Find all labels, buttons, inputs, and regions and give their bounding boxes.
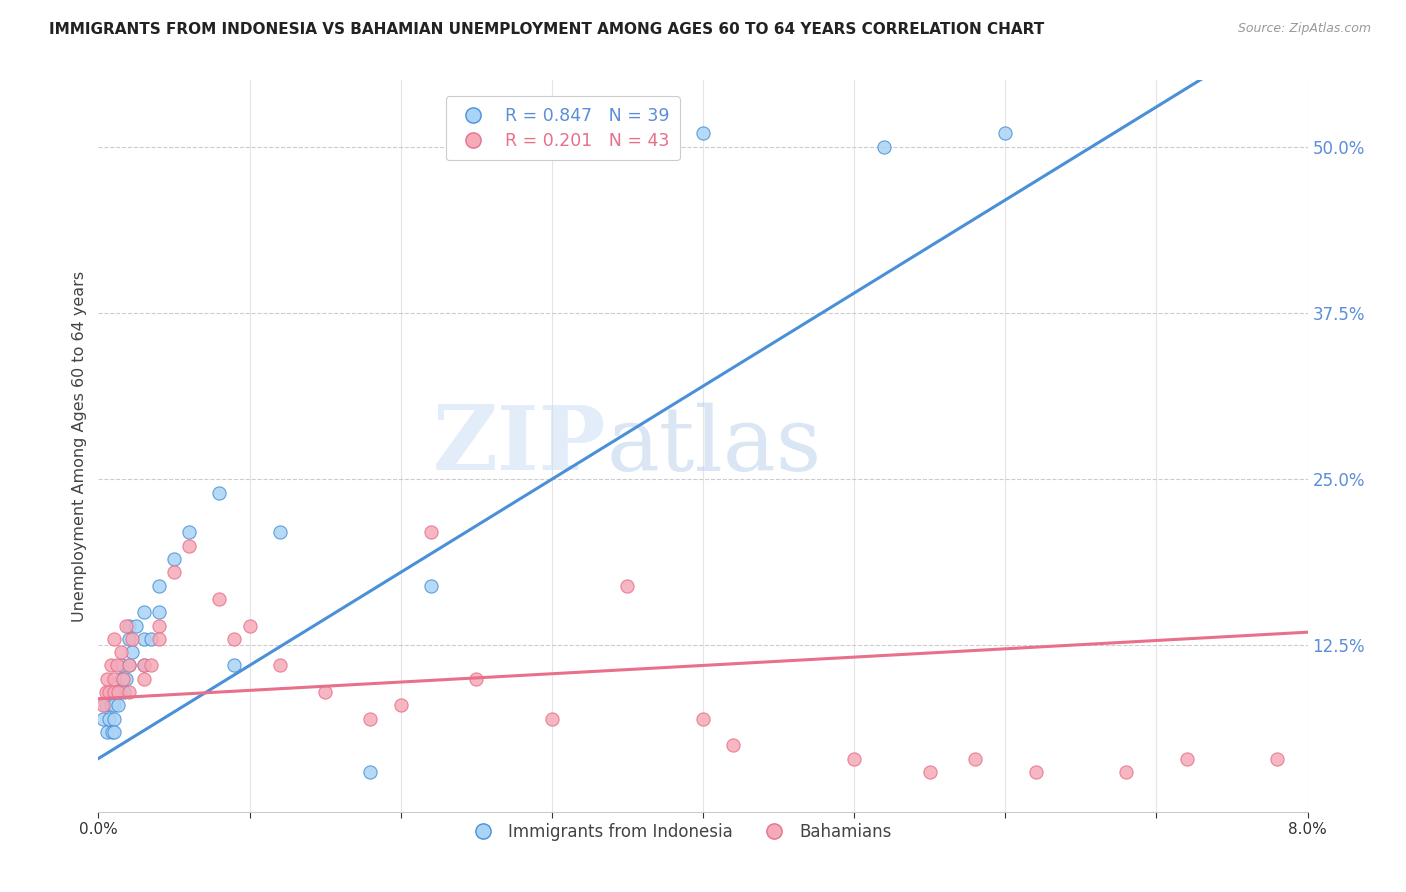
Point <box>118 618 141 632</box>
Point <box>110 658 132 673</box>
Point <box>141 658 163 673</box>
Point <box>121 632 143 646</box>
Point <box>208 485 231 500</box>
Point <box>114 618 136 632</box>
Text: ZIP: ZIP <box>433 402 606 490</box>
Text: Source: ZipAtlas.com: Source: ZipAtlas.com <box>1237 22 1371 36</box>
Point <box>1115 764 1137 779</box>
Point <box>179 525 201 540</box>
Point <box>269 525 291 540</box>
Point <box>100 658 122 673</box>
Point <box>314 685 336 699</box>
Point <box>540 712 562 726</box>
Point <box>389 698 412 713</box>
Point <box>132 672 155 686</box>
Point <box>420 525 443 540</box>
Text: IMMIGRANTS FROM INDONESIA VS BAHAMIAN UNEMPLOYMENT AMONG AGES 60 TO 64 YEARS COR: IMMIGRANTS FROM INDONESIA VS BAHAMIAN UN… <box>49 22 1045 37</box>
Point <box>112 685 135 699</box>
Point <box>616 579 638 593</box>
Point <box>873 140 896 154</box>
Point <box>107 685 129 699</box>
Point <box>224 632 246 646</box>
Point <box>105 658 128 673</box>
Point <box>918 764 941 779</box>
Point <box>103 672 125 686</box>
Point <box>118 632 141 646</box>
Point <box>208 591 231 606</box>
Point <box>141 632 163 646</box>
Point <box>148 605 170 619</box>
Point <box>420 579 443 593</box>
Point <box>114 672 136 686</box>
Point <box>723 738 745 752</box>
Point <box>103 725 125 739</box>
Point <box>91 698 114 713</box>
Point <box>96 725 118 739</box>
Point <box>118 658 141 673</box>
Point <box>1267 751 1289 765</box>
Point <box>98 712 121 726</box>
Point <box>111 672 134 686</box>
Point <box>103 685 125 699</box>
Point <box>132 632 155 646</box>
Point <box>269 658 291 673</box>
Point <box>360 764 382 779</box>
Point <box>103 685 125 699</box>
Point <box>101 725 124 739</box>
Point <box>103 712 125 726</box>
Point <box>100 698 122 713</box>
Y-axis label: Unemployment Among Ages 60 to 64 years: Unemployment Among Ages 60 to 64 years <box>72 270 87 622</box>
Point <box>91 712 114 726</box>
Point <box>148 579 170 593</box>
Point <box>94 685 117 699</box>
Point <box>108 685 131 699</box>
Point <box>103 632 125 646</box>
Point <box>121 645 143 659</box>
Point <box>132 658 155 673</box>
Point <box>994 127 1017 141</box>
Point <box>179 539 201 553</box>
Legend: Immigrants from Indonesia, Bahamians: Immigrants from Indonesia, Bahamians <box>460 816 898 847</box>
Point <box>1025 764 1047 779</box>
Point <box>132 658 155 673</box>
Point <box>110 672 132 686</box>
Point <box>107 698 129 713</box>
Point <box>360 712 382 726</box>
Point <box>105 685 128 699</box>
Point <box>224 658 246 673</box>
Point <box>692 712 714 726</box>
Point <box>94 698 117 713</box>
Point <box>96 672 118 686</box>
Point <box>148 632 170 646</box>
Point <box>125 618 148 632</box>
Point <box>118 658 141 673</box>
Point <box>692 127 714 141</box>
Point <box>465 672 488 686</box>
Point <box>163 566 186 580</box>
Point <box>844 751 866 765</box>
Point <box>965 751 987 765</box>
Point <box>110 645 132 659</box>
Point <box>148 618 170 632</box>
Point <box>118 685 141 699</box>
Point <box>103 698 125 713</box>
Point <box>98 685 121 699</box>
Point <box>1175 751 1198 765</box>
Text: atlas: atlas <box>606 402 821 490</box>
Point <box>111 672 134 686</box>
Point <box>163 552 186 566</box>
Point <box>132 605 155 619</box>
Point <box>239 618 262 632</box>
